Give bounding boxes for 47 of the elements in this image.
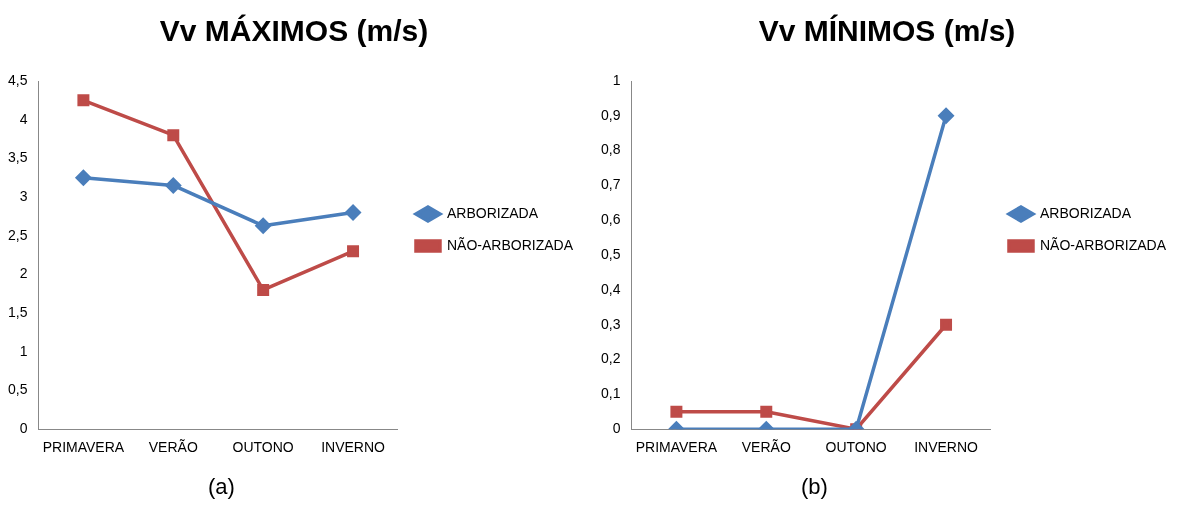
y-tick-label: 4 (19, 110, 28, 127)
legend-label: ARBORIZADA (446, 204, 539, 221)
point (347, 245, 360, 258)
x-tick-label: PRIMAVERA (635, 439, 718, 456)
text: (a) (207, 473, 236, 501)
y-tick-label: 0 (612, 420, 621, 437)
y-tick-label: 0,2 (600, 350, 621, 367)
legend-label: NÃO-ARBORIZADA (446, 236, 574, 253)
y-tick-label: 0,5 (600, 245, 621, 262)
x-tick-label: VERÃO (148, 439, 198, 456)
x-tick-label: OUTONO (232, 439, 294, 456)
y-tick-label: 0,5 (7, 381, 28, 398)
point (167, 129, 180, 142)
x-tick-label: INVERNO (321, 439, 386, 456)
chart-title: Vv MÁXIMOS (m/s) (159, 14, 429, 48)
y-tick-label: 4,5 (7, 71, 28, 88)
y-tick-label: 0,3 (600, 315, 621, 332)
y-tick-label: 2 (19, 265, 28, 282)
chart-title: Vv MÍNIMOS (m/s) (758, 14, 1016, 48)
x-tick-label: INVERNO (914, 439, 979, 456)
point (77, 94, 90, 107)
legend-label: ARBORIZADA (1039, 204, 1132, 221)
y-tick-label: 1 (612, 71, 621, 88)
y-tick-label: 3 (19, 187, 28, 204)
x-tick-label: PRIMAVERA (42, 439, 125, 456)
y-tick-label: 3,5 (7, 149, 28, 166)
point (165, 177, 182, 194)
point (257, 283, 270, 296)
legend-label: NÃO-ARBORIZADA (1039, 236, 1167, 253)
point (345, 204, 361, 221)
x-tick-label: OUTONO (825, 439, 887, 456)
x-tick-label: VERÃO (741, 439, 791, 456)
y-tick-label: 0,1 (600, 385, 621, 402)
point (255, 217, 271, 234)
y-tick-label: 0,9 (600, 106, 621, 123)
point (940, 318, 953, 331)
y-tick-label: 0,8 (600, 141, 621, 158)
y-tick-label: 2,5 (7, 226, 28, 243)
y-tick-label: 0 (19, 420, 28, 437)
point (75, 169, 92, 186)
point (938, 108, 954, 124)
y-tick-label: 0,6 (600, 211, 621, 228)
y-tick-label: 0,7 (600, 176, 621, 193)
text: (b) (800, 473, 829, 501)
y-tick-label: 1,5 (7, 303, 28, 320)
y-tick-label: 0,4 (600, 280, 621, 297)
y-tick-label: 1 (19, 342, 28, 359)
